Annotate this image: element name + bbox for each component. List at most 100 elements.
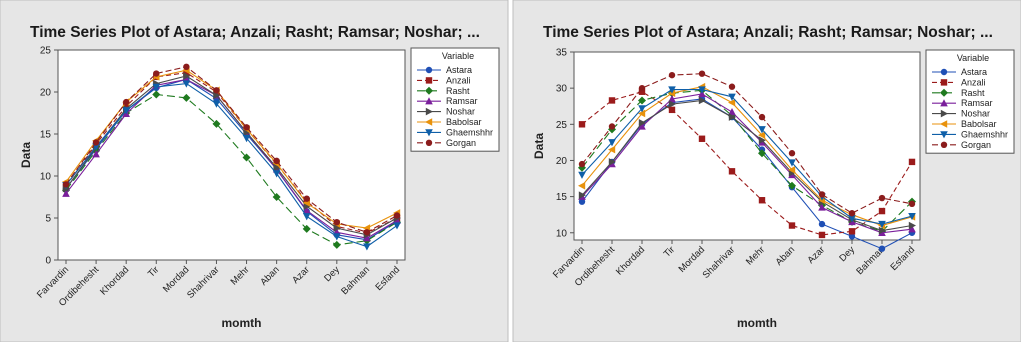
legend-box bbox=[410, 47, 500, 152]
legend-entry: Gorgan bbox=[961, 140, 991, 150]
data-point bbox=[333, 219, 341, 226]
data-point bbox=[668, 71, 676, 79]
data-point bbox=[243, 128, 251, 137]
data-point bbox=[908, 225, 916, 233]
data-point bbox=[848, 228, 856, 235]
data-point bbox=[758, 197, 766, 204]
data-point bbox=[122, 98, 130, 106]
legend-entry: Astara bbox=[961, 67, 987, 77]
series-line bbox=[65, 66, 398, 233]
legend-entry: Noshar bbox=[961, 109, 990, 119]
y-tick-label: 20 bbox=[556, 156, 568, 167]
data-point bbox=[608, 158, 616, 166]
data-point bbox=[183, 72, 191, 80]
data-point bbox=[818, 220, 826, 228]
y-axis-label: Data bbox=[532, 133, 546, 159]
legend-marker bbox=[940, 79, 948, 86]
plot-area bbox=[573, 51, 921, 241]
data-point bbox=[698, 86, 706, 94]
x-axis-label: momth bbox=[737, 316, 777, 330]
legend: Variable AstaraAnzaliRashtRamsarNosharBab… bbox=[410, 47, 500, 152]
legend-entry: Ghaemshhr bbox=[961, 129, 1008, 139]
series-line bbox=[65, 75, 398, 236]
data-point bbox=[333, 224, 341, 232]
data-point bbox=[578, 160, 586, 168]
data-point bbox=[578, 191, 586, 199]
data-point bbox=[668, 106, 676, 114]
legend-marker bbox=[425, 66, 433, 74]
data-point bbox=[302, 224, 311, 233]
data-point bbox=[272, 193, 281, 201]
data-point bbox=[758, 131, 766, 139]
legend-box bbox=[925, 49, 1015, 154]
data-point bbox=[728, 98, 736, 107]
series-line bbox=[581, 86, 913, 227]
series-line bbox=[581, 99, 913, 232]
series-line bbox=[581, 93, 913, 234]
data-point bbox=[213, 91, 221, 100]
legend-marker bbox=[940, 131, 948, 139]
data-point bbox=[608, 139, 616, 147]
data-point bbox=[578, 121, 586, 128]
data-point bbox=[182, 80, 191, 88]
legend-entry: Anzali bbox=[446, 75, 471, 85]
legend-marker bbox=[425, 86, 433, 95]
data-point bbox=[578, 198, 586, 205]
series-anzali bbox=[578, 88, 916, 239]
chart-panel-1: Time Series Plot of Astara; Anzali; Rash… bbox=[0, 0, 509, 343]
data-point bbox=[818, 196, 826, 205]
data-point bbox=[212, 100, 221, 108]
data-point bbox=[908, 212, 916, 221]
data-point bbox=[728, 93, 736, 101]
data-point bbox=[878, 226, 886, 235]
data-point bbox=[878, 220, 886, 229]
data-point bbox=[698, 96, 706, 105]
data-point bbox=[578, 171, 586, 179]
y-tick-label: 10 bbox=[556, 228, 568, 239]
data-point bbox=[728, 113, 736, 121]
y-tick-label: 25 bbox=[40, 46, 52, 57]
legend-marker bbox=[940, 120, 948, 128]
x-axis-label: momth bbox=[222, 316, 262, 330]
data-point bbox=[242, 153, 251, 162]
data-point bbox=[908, 200, 916, 208]
legend: Variable AstaraAnzaliRashtRamsarNosharBab… bbox=[925, 49, 1015, 154]
data-point bbox=[363, 234, 371, 242]
plot-area bbox=[57, 49, 406, 261]
data-point bbox=[393, 216, 401, 224]
data-point bbox=[668, 89, 676, 98]
data-point bbox=[638, 96, 646, 105]
y-tick-label: 15 bbox=[40, 130, 52, 141]
series-line bbox=[581, 91, 913, 236]
legend-marker bbox=[940, 109, 948, 118]
data-point bbox=[638, 84, 646, 92]
legend-entry: Astara bbox=[446, 65, 472, 75]
data-point bbox=[638, 88, 646, 95]
legend-marker bbox=[940, 141, 948, 148]
data-point bbox=[303, 195, 310, 202]
data-point bbox=[303, 202, 311, 211]
chart-title: Time Series Plot of Astara; Anzali; Rash… bbox=[543, 24, 993, 41]
data-point bbox=[818, 203, 826, 211]
data-point bbox=[848, 210, 856, 217]
data-point bbox=[153, 70, 160, 77]
series-line bbox=[581, 73, 913, 214]
data-point bbox=[242, 135, 251, 143]
legend-entry: Anzali bbox=[961, 77, 986, 87]
data-point bbox=[92, 150, 100, 158]
data-point bbox=[848, 233, 856, 240]
data-point bbox=[728, 83, 736, 90]
series-line bbox=[65, 83, 398, 248]
data-point bbox=[183, 63, 190, 70]
legend-entry: Babolsar bbox=[961, 119, 997, 129]
data-point bbox=[638, 109, 646, 118]
data-point bbox=[788, 222, 796, 229]
data-point bbox=[698, 135, 706, 142]
data-point bbox=[393, 212, 401, 219]
y-tick-label: 10 bbox=[40, 172, 52, 183]
y-tick-label: 5 bbox=[45, 214, 51, 225]
series-ghaemshhr bbox=[62, 80, 401, 251]
data-point bbox=[818, 191, 826, 198]
